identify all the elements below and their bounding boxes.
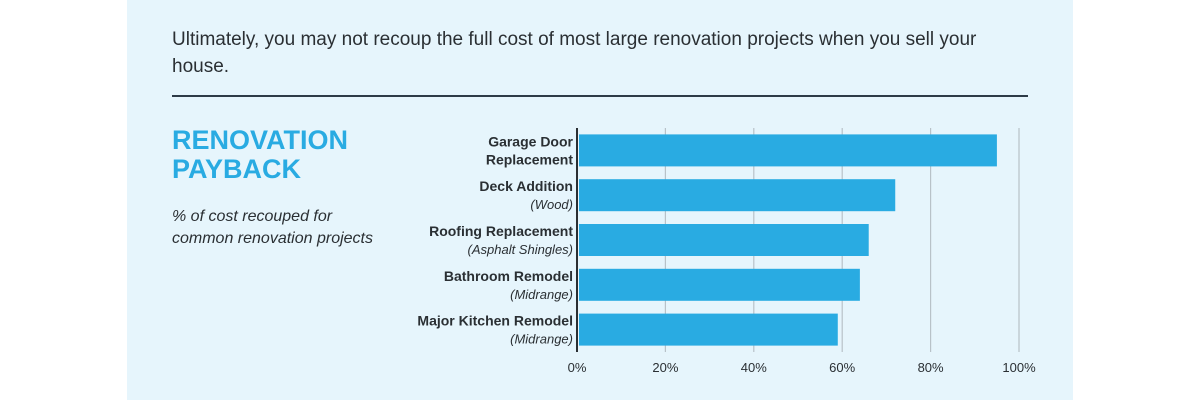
x-tick-label: 100%	[1002, 360, 1036, 375]
chart-side-title: RENOVATION PAYBACK	[172, 125, 349, 184]
category-sublabel: (Wood)	[530, 197, 573, 212]
category-sublabel: (Midrange)	[510, 287, 573, 302]
category-label: Garage Door	[488, 133, 573, 149]
bar	[579, 224, 869, 256]
category-sublabel: (Asphalt Shingles)	[468, 242, 574, 257]
category-label: Major Kitchen Remodel	[417, 313, 573, 329]
category-label: Replacement	[486, 151, 573, 167]
category-label: Bathroom Remodel	[444, 268, 573, 284]
divider-rule	[172, 95, 1028, 97]
bar	[579, 268, 860, 301]
category-label: Deck Addition	[479, 178, 573, 194]
x-tick-label: 60%	[829, 360, 855, 375]
x-tick-label: 0%	[568, 360, 587, 375]
x-tick-label: 40%	[741, 360, 767, 375]
intro-text: Ultimately, you may not recoup the full …	[172, 29, 977, 77]
chart-side-subtitle: % of cost recouped for common renovation…	[172, 208, 373, 247]
bar	[579, 313, 838, 346]
x-tick-label: 20%	[652, 360, 678, 375]
bar	[579, 134, 997, 167]
category-label: Roofing Replacement	[429, 223, 573, 239]
category-sublabel: (Midrange)	[510, 332, 573, 347]
x-tick-label: 80%	[918, 360, 944, 375]
bar	[579, 179, 896, 212]
